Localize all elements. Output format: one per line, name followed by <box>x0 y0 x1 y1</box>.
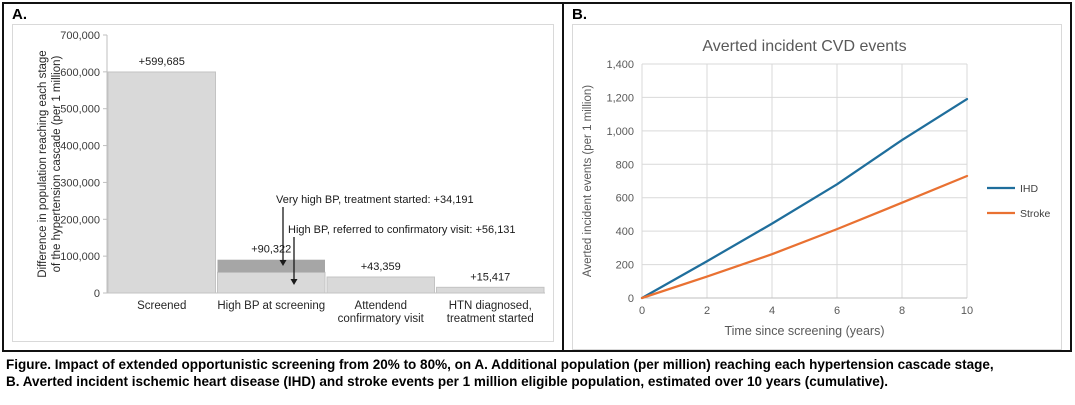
x-tick-label: 8 <box>899 305 905 317</box>
legend-label-stroke: Stroke <box>1020 208 1051 220</box>
y-tick-label: 100,000 <box>60 251 100 263</box>
figure-caption: Figure. Impact of extended opportunistic… <box>6 357 994 389</box>
y-tick-label: 800 <box>616 159 634 171</box>
bar-high-bp-at-screening-upper-segment <box>217 259 325 273</box>
y-tick-label: 600,000 <box>60 67 100 79</box>
x-tick-label: 4 <box>769 305 775 317</box>
y-axis-title: Averted incident events (per 1 million) <box>582 85 594 277</box>
y-tick-label: 200 <box>616 260 634 272</box>
figure-root: A. 0 100,000 200,000 300,000 400,000 500,000 6… <box>0 2 1075 390</box>
panel-b-label: B. <box>572 6 587 23</box>
y-tick-label: 1,200 <box>606 92 634 104</box>
bar-high-bp-at-screening-lower-segment <box>217 271 326 294</box>
y-tick-label: 0 <box>628 293 634 305</box>
y-tick-label: 200,000 <box>60 214 100 226</box>
bar-chart-svg: 0 100,000 200,000 300,000 400,000 500,000 600,… <box>37 30 545 325</box>
bar-screened <box>107 71 216 294</box>
x-tick-label: 10 <box>961 305 973 317</box>
figure-panels: A. 0 100,000 200,000 300,000 400,000 500,000 6… <box>2 2 1072 352</box>
y-tick-label: 1,000 <box>606 126 634 138</box>
y-tick-label: 400,000 <box>60 141 100 153</box>
chart-title: Averted incident CVD events <box>702 38 906 55</box>
x-category-label-htn-diagnosed-treatment-started: treatment started <box>447 313 534 325</box>
x-axis-title: Time since screening (years) <box>724 324 884 338</box>
bar-value-label-attendend-confirmatory-visit: +43,359 <box>361 261 401 273</box>
x-category-label-attendend-confirmatory-visit: Attendend <box>355 300 407 312</box>
bar-value-label-screened: +599,685 <box>139 56 185 68</box>
panel-a-label: A. <box>12 6 27 23</box>
y-axis-title: of the hypertension cascade (per 1 milli… <box>51 55 63 272</box>
y-axis-title: Difference in population reaching each s… <box>37 50 49 277</box>
line-ihd <box>640 97 969 300</box>
bar-value-label-high-bp-at-screening: +90,322 <box>251 244 291 256</box>
x-tick-label: 6 <box>834 305 840 317</box>
y-tick-label: 700,000 <box>60 30 100 42</box>
panel-b-chart-box: 0 200 400 600 800 1,000 1,200 1,400 0 2 4 6 8 10 Avert… <box>572 24 1062 350</box>
x-category-label-screened: Screened <box>137 300 186 312</box>
annotation-arrow-lower-head <box>290 279 298 285</box>
annotation-high-bp-referred: High BP, referred to confirmatory visit:… <box>288 224 516 236</box>
y-tick-label: 0 <box>94 288 100 300</box>
line-stroke <box>640 174 969 300</box>
y-tick-label: 600 <box>616 193 634 205</box>
x-category-label-attendend-confirmatory-visit: confirmatory visit <box>338 313 425 325</box>
x-tick-label: 2 <box>704 305 710 317</box>
panel-a-chart-box: 0 100,000 200,000 300,000 400,000 500,000 600,… <box>12 24 554 342</box>
legend-label-ihd: IHD <box>1020 183 1039 195</box>
x-category-label-high-bp-at-screening: High BP at screening <box>217 300 325 312</box>
panel-b: B. 0 200 400 600 800 1,000 1,200 1,400 0 2 4 6 8 10 Av… <box>564 4 1070 350</box>
line-chart-svg: 0 200 400 600 800 1,000 1,200 1,400 0 2 4 6 8 10 Avert… <box>582 38 1051 338</box>
bar-attendend-confirmatory-visit <box>326 276 435 294</box>
annotation-arrow-upper-head <box>279 260 287 266</box>
y-tick-label: 500,000 <box>60 104 100 116</box>
y-tick-label: 400 <box>616 226 634 238</box>
bar-value-label-htn-diagnosed-treatment-started: +15,417 <box>470 271 510 283</box>
y-tick-label: 300,000 <box>60 177 100 189</box>
annotation-very-high-bp: Very high BP, treatment started: +34,191 <box>276 194 474 206</box>
bar-htn-diagnosed-treatment-started <box>436 286 545 294</box>
x-tick-label: 0 <box>639 305 645 317</box>
panel-a: A. 0 100,000 200,000 300,000 400,000 500,000 6… <box>4 4 564 350</box>
y-tick-label: 1,400 <box>606 59 634 71</box>
x-category-label-htn-diagnosed-treatment-started: HTN diagnosed, <box>449 300 532 312</box>
